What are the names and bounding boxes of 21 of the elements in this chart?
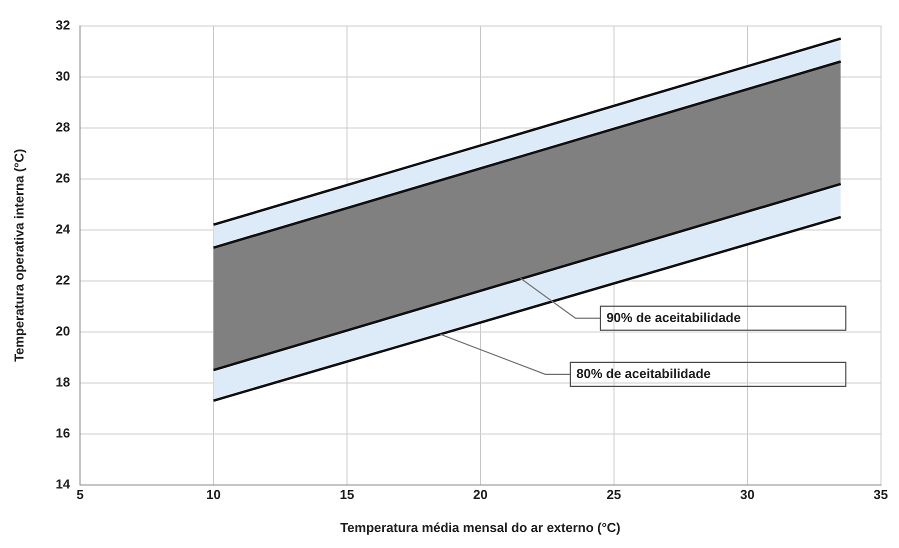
y-tick-label: 18 — [56, 374, 70, 390]
x-tick-label: 20 — [473, 487, 488, 502]
y-tick-label: 26 — [56, 170, 70, 186]
y-tick-label: 32 — [56, 17, 70, 32]
x-tick-label: 5 — [76, 487, 84, 502]
y-tick-label: 20 — [56, 323, 70, 338]
x-tick-label: 25 — [606, 487, 622, 502]
y-tick-label: 14 — [56, 476, 71, 492]
y-axis-title: Temperatura operativa interna (°C) — [11, 148, 26, 362]
annotation: 90% de aceitabilidade — [606, 310, 741, 325]
y-tick-label: 30 — [56, 68, 70, 84]
y-tick-label: 24 — [56, 221, 71, 236]
x-tick-label: 30 — [740, 487, 755, 502]
x-tick-label: 35 — [874, 487, 888, 502]
x-axis-title: Temperatura média mensal do ar externo (°C) — [340, 520, 621, 535]
annotation: 80% de aceitabilidade — [576, 366, 711, 381]
x-tick-label: 15 — [340, 487, 354, 502]
y-tick-label: 22 — [56, 272, 70, 288]
y-tick-label: 16 — [56, 425, 70, 440]
x-tick-label: 10 — [206, 487, 221, 502]
y-tick-label: 28 — [56, 119, 70, 134]
